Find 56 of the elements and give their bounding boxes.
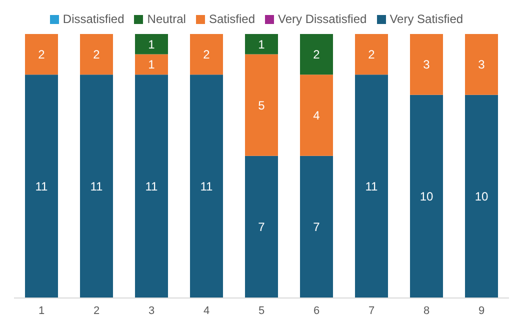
bar (245, 34, 278, 54)
bar (135, 74, 168, 298)
x-tick-label: 7 (368, 304, 375, 317)
data-label: 7 (313, 220, 320, 234)
bar (80, 34, 113, 75)
x-tick-label: 2 (93, 304, 100, 317)
data-label: 3 (478, 58, 486, 72)
bar (300, 34, 333, 75)
legend-label: Very Satisfied (390, 12, 464, 26)
data-label: 3 (423, 58, 430, 72)
data-label: 11 (200, 180, 214, 194)
bar (135, 34, 168, 54)
x-tick-label: 1 (38, 304, 45, 317)
x-tick-label: 4 (203, 304, 210, 317)
bar (245, 54, 278, 156)
data-label: 2 (38, 48, 46, 62)
bar (135, 54, 168, 75)
data-label: 11 (35, 180, 48, 194)
data-label: 2 (313, 48, 320, 62)
data-label: 5 (258, 98, 266, 112)
bar (355, 74, 388, 298)
bar (465, 94, 498, 298)
data-label: 2 (368, 48, 376, 62)
data-label: 1 (148, 37, 156, 52)
data-label: 11 (145, 180, 158, 194)
bar (80, 74, 113, 298)
bar (300, 74, 333, 156)
legend-label: Satisfied (208, 12, 255, 26)
bar (410, 94, 443, 298)
legend-label: Very Dissatisfied (278, 12, 367, 26)
x-tick-label: 8 (423, 304, 430, 317)
x-tick-label: 9 (478, 304, 485, 317)
bar (245, 156, 278, 298)
data-label: 10 (474, 190, 488, 204)
data-label: 2 (93, 48, 100, 62)
data-label: 4 (313, 108, 320, 122)
bar (355, 34, 388, 75)
bar (410, 34, 443, 95)
data-label: 1 (258, 37, 266, 52)
data-label: 11 (365, 180, 378, 194)
bar (300, 156, 333, 298)
bar (190, 34, 223, 75)
legend-label: Dissatisfied (62, 12, 124, 26)
data-label: 10 (420, 190, 434, 204)
data-label: 7 (258, 220, 266, 234)
bar (190, 74, 223, 298)
bar (25, 34, 58, 75)
data-label: 11 (90, 180, 104, 194)
data-label: 2 (203, 48, 210, 62)
data-label: 1 (148, 58, 156, 72)
bar (25, 74, 58, 298)
x-tick-label: 3 (148, 304, 155, 317)
x-tick-label: 5 (258, 304, 265, 317)
x-tick-label: 6 (313, 304, 320, 317)
legend-label: Neutral (147, 12, 186, 26)
bar (465, 34, 498, 95)
